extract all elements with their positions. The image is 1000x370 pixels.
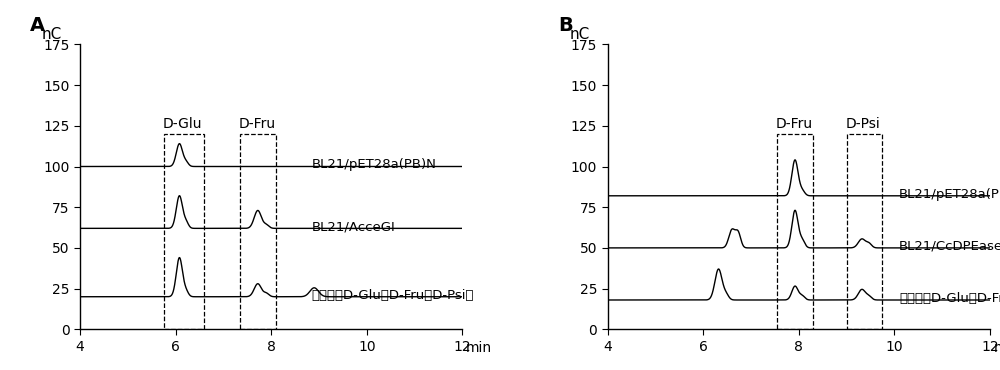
Text: BL21/AcceGI: BL21/AcceGI <box>312 220 396 233</box>
Bar <box>164 134 204 329</box>
Text: nC: nC <box>569 27 590 41</box>
Text: 标准品（D-Glu、D-Fru、D-Psi）: 标准品（D-Glu、D-Fru、D-Psi） <box>312 289 474 302</box>
Text: BL21/pET28a(PB)N: BL21/pET28a(PB)N <box>899 188 1000 201</box>
Text: D-Glu: D-Glu <box>162 117 202 131</box>
Bar <box>847 134 882 329</box>
Text: min: min <box>466 341 492 355</box>
Text: D-Fru: D-Fru <box>776 117 813 131</box>
Text: B: B <box>558 16 573 35</box>
Text: BL21/pET28a(PB)N: BL21/pET28a(PB)N <box>312 158 437 171</box>
Text: BL21/CcDPEase: BL21/CcDPEase <box>899 240 1000 253</box>
Text: A: A <box>30 16 45 35</box>
Bar <box>777 134 813 329</box>
Text: nC: nC <box>42 27 62 41</box>
Text: D-Fru: D-Fru <box>239 117 276 131</box>
Bar <box>240 134 276 329</box>
Text: 标准品（D-Glu、D-Fru、D-Psi）: 标准品（D-Glu、D-Fru、D-Psi） <box>899 292 1000 305</box>
Text: min: min <box>994 341 1000 355</box>
Text: D-Psi: D-Psi <box>845 117 880 131</box>
